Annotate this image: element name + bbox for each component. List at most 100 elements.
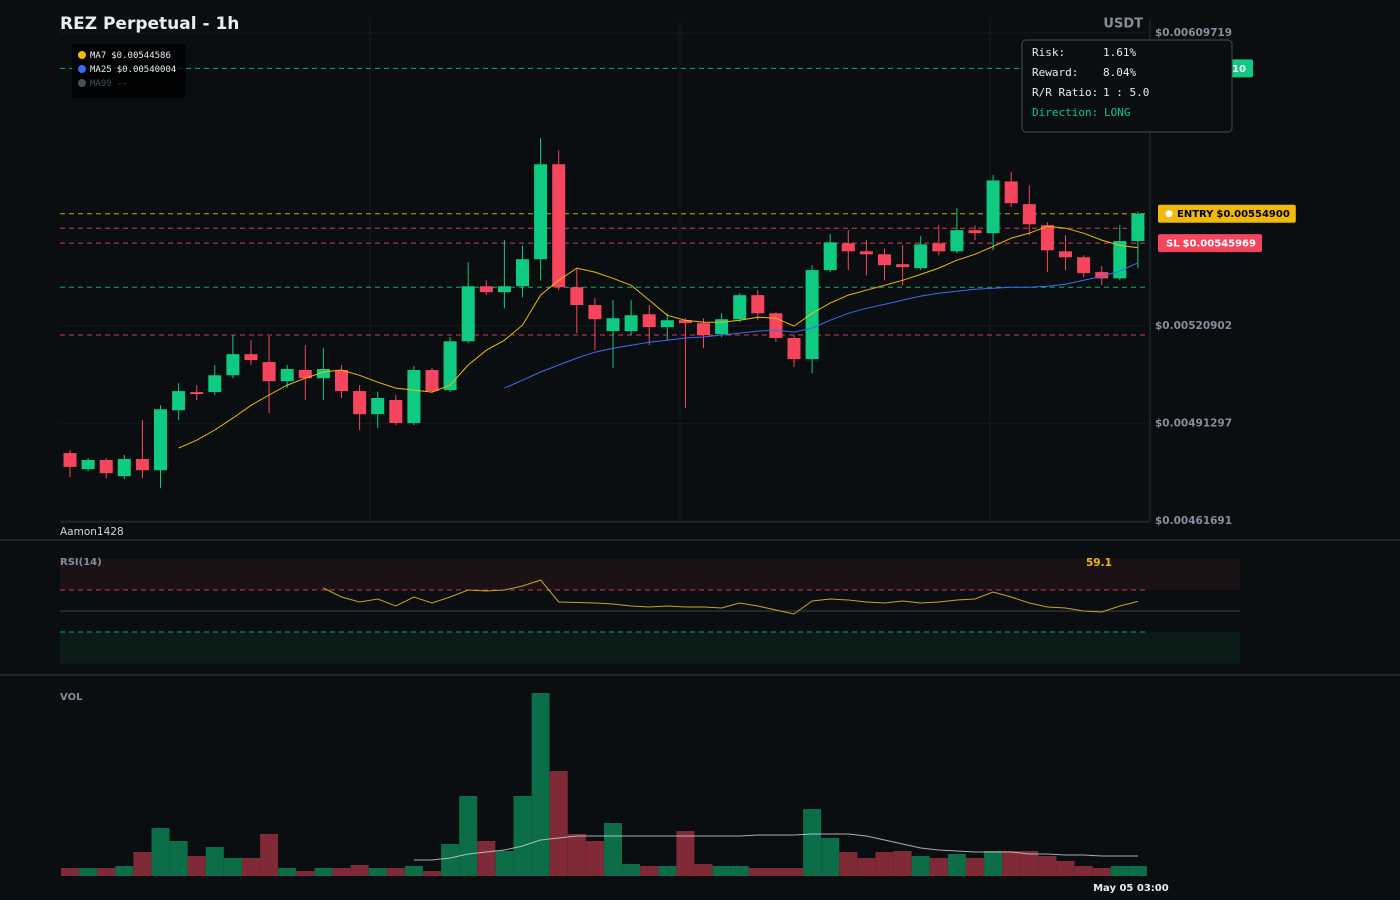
volume-bar: [712, 866, 731, 876]
volume-bar: [404, 866, 423, 876]
volume-bar: [187, 856, 206, 876]
candle-body: [1095, 272, 1109, 279]
volume-bar: [1002, 851, 1021, 876]
volume-bar: [1128, 866, 1147, 876]
vol-title: VOL: [60, 692, 83, 703]
candle-body: [262, 362, 276, 382]
volume-ma-line: [413, 833, 1138, 861]
volume-bar: [766, 868, 785, 876]
volume-bar: [676, 831, 695, 876]
volume-bar: [1110, 866, 1129, 876]
candle-body: [1059, 251, 1072, 258]
volume-bar: [441, 844, 460, 876]
risk-value: LONG: [1104, 106, 1131, 119]
price-level-label: ENTRY $0.00554900: [1177, 209, 1290, 220]
candle-body: [172, 391, 186, 411]
volume-bar: [61, 868, 79, 876]
volume-bar: [893, 851, 912, 876]
volume-bar: [875, 852, 894, 876]
ma-legend: MA7 $0.00544586 MA25 $0.00540004 MA99 --: [72, 44, 186, 98]
level-value: $0.00545969: [1183, 239, 1256, 250]
candle-body: [678, 320, 692, 324]
candle-body: [1004, 181, 1018, 204]
ma-line: [178, 225, 1138, 449]
volume-bar: [260, 834, 279, 876]
volume-bar: [223, 858, 242, 876]
legend-box: [72, 44, 186, 98]
candle-body: [1131, 213, 1145, 242]
volume-bar: [640, 866, 659, 876]
candle-body: [335, 369, 348, 392]
volume-bar: [1056, 861, 1075, 876]
volume-bar: [495, 851, 514, 876]
candle-body: [389, 399, 403, 424]
volume-bar: [1092, 868, 1111, 876]
rsi-current: 59.1: [1086, 557, 1112, 569]
risk-value: 1 : 5.0: [1103, 86, 1149, 99]
legend-swatch: [78, 51, 86, 59]
candle-body: [787, 338, 801, 360]
price-level-label: SL $0.00545969: [1166, 239, 1256, 250]
volume-bar: [386, 868, 405, 876]
rsi-title: RSI(14): [60, 557, 102, 568]
candle-body: [516, 259, 529, 287]
volume-bar: [513, 796, 532, 876]
candle-body: [407, 369, 421, 424]
y-tick-label: $0.00461691: [1155, 515, 1232, 527]
level-name: SL: [1166, 239, 1180, 250]
candle-body: [280, 368, 294, 382]
candle-body: [1077, 257, 1091, 274]
tag-dot: [1165, 210, 1173, 218]
volume-bar: [929, 858, 948, 876]
volume-bar: [911, 856, 930, 876]
legend-swatch: [78, 79, 86, 87]
candle-body: [298, 369, 312, 379]
candle-body: [968, 230, 982, 234]
candle-body: [932, 243, 946, 252]
legend-swatch: [78, 65, 86, 73]
volume-bar: [332, 868, 351, 876]
volume-bar: [857, 858, 876, 876]
candle-body: [461, 286, 475, 342]
volume-bar: [567, 834, 586, 876]
legend-value: $0.00540004: [117, 65, 177, 75]
volume-bar: [730, 866, 749, 876]
risk-value: 1.61%: [1103, 46, 1136, 59]
legend-value: --: [117, 79, 128, 89]
volume-bar: [133, 852, 152, 876]
level-name: ENTRY: [1177, 209, 1214, 220]
legend-entry: MA7 $0.00544586: [90, 51, 171, 61]
candle-body: [570, 287, 584, 306]
volume-bar: [694, 864, 713, 876]
legend-value: $0.00544586: [111, 51, 171, 61]
candle-body: [425, 369, 439, 392]
candle-body: [154, 409, 167, 471]
candle-body: [443, 341, 457, 391]
volume-bar: [748, 868, 767, 876]
volume-bar: [205, 847, 224, 876]
volume-bar: [604, 823, 622, 876]
risk-label: Risk:: [1032, 46, 1065, 59]
candle-body: [208, 375, 222, 393]
watermark: Aamon1428: [60, 526, 124, 538]
candle-body: [1040, 225, 1054, 251]
volume-bar: [1038, 856, 1057, 876]
candle-body: [316, 368, 330, 379]
volume-bar: [314, 868, 333, 876]
candle-body: [660, 320, 674, 328]
volume-bar: [115, 866, 134, 876]
price-level-label: 10: [1232, 64, 1246, 75]
candle-body: [63, 453, 77, 467]
candle-body: [244, 354, 258, 361]
level-value: $0.00554900: [1216, 209, 1289, 220]
volume-bar: [531, 693, 550, 876]
rsi-line: [323, 579, 1139, 615]
candle-body: [624, 315, 638, 332]
y-tick-label: $0.00520902: [1155, 320, 1232, 332]
risk-label: R/R Ratio:: [1032, 86, 1098, 99]
candle-body: [841, 243, 855, 252]
vertical-grid: [369, 20, 991, 521]
legend-name: MA99: [90, 79, 112, 89]
candle-body: [99, 459, 113, 474]
